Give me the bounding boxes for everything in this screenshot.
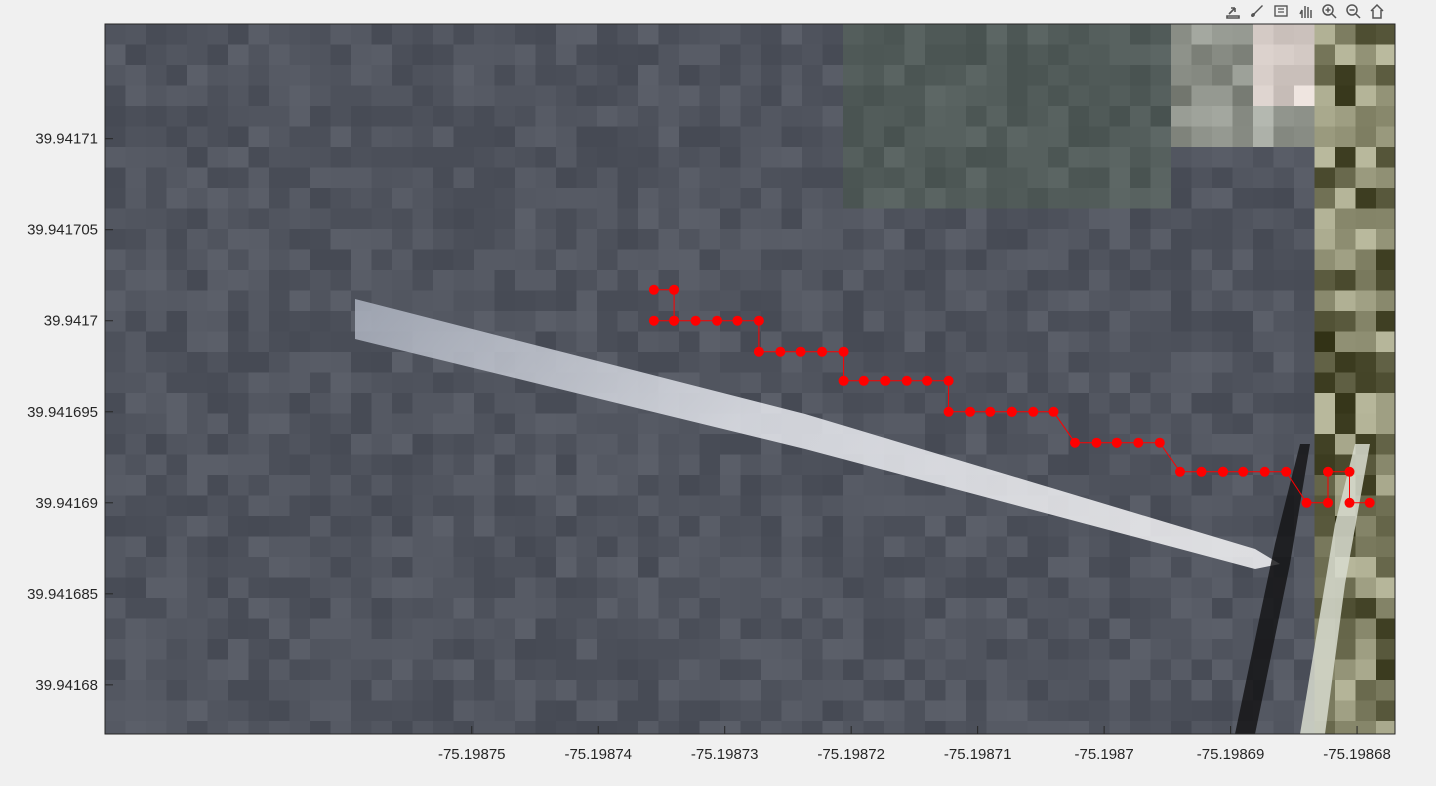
data-point (1301, 497, 1312, 508)
y-axis: 39.94171 39.941705 39.9417 39.941695 39.9416… (27, 131, 113, 694)
y-tick-label: 39.94168 (35, 677, 98, 694)
x-tick-label: -75.19874 (564, 746, 632, 763)
data-point (1238, 466, 1249, 477)
figure-toolbar (1222, 0, 1388, 22)
data-point (985, 406, 996, 417)
zoom-out-icon (1346, 4, 1361, 19)
data-tips-button[interactable] (1270, 0, 1292, 22)
data-point (648, 284, 659, 295)
data-point (943, 375, 954, 386)
data-point (732, 315, 743, 326)
data-point (1070, 437, 1080, 448)
x-axis: -75.19875 -75.19874 -75.19873 -75.19872 -75.… (438, 726, 1391, 763)
y-tick-label: 39.9417 (44, 313, 98, 330)
data-point (1111, 437, 1122, 448)
data-point (1344, 497, 1355, 508)
x-tick-label: -75.19875 (438, 746, 506, 763)
x-tick-label: -75.19868 (1323, 746, 1391, 763)
home-button[interactable] (1366, 0, 1388, 22)
data-point (838, 375, 849, 386)
data-point (1175, 466, 1185, 477)
pan-icon (1299, 6, 1312, 18)
y-tick-label: 39.94169 (35, 495, 98, 512)
x-tick-label: -75.19871 (944, 746, 1012, 763)
data-point (753, 346, 764, 357)
data-point (1259, 466, 1270, 477)
data-point (1091, 437, 1102, 448)
data-point (1006, 406, 1017, 417)
data-point (901, 375, 912, 386)
data-point (712, 315, 723, 326)
y-tick-label: 39.941695 (27, 404, 98, 421)
export-button[interactable] (1222, 0, 1244, 22)
data-point (669, 284, 680, 295)
y-tick-label: 39.94171 (35, 131, 98, 148)
zoom-out-button[interactable] (1342, 0, 1364, 22)
axes[interactable]: -75.19875 -75.19874 -75.19873 -75.19872 -75.… (27, 23, 1397, 763)
data-point (858, 375, 869, 386)
pan-button[interactable] (1294, 0, 1316, 22)
data-point (1133, 437, 1144, 448)
plot-area (648, 284, 1375, 508)
data-point (1364, 497, 1375, 508)
data-point (1048, 406, 1059, 417)
x-tick-label: -75.19872 (817, 746, 885, 763)
data-point (753, 315, 764, 326)
data-point (1196, 466, 1207, 477)
data-point (1154, 437, 1165, 448)
data-point (648, 315, 659, 326)
home-icon (1370, 3, 1384, 19)
data-point (965, 406, 976, 417)
y-tick-label: 39.941705 (27, 222, 98, 239)
y-tick-label: 39.941685 (27, 586, 98, 603)
data-point (1028, 406, 1039, 417)
data-point (795, 346, 806, 357)
satellite-image (105, 24, 1395, 734)
data-point (1218, 466, 1228, 477)
data-point (943, 406, 954, 417)
data-point (817, 346, 828, 357)
export-icon (1226, 7, 1240, 19)
data-point (838, 346, 849, 357)
data-point (669, 315, 680, 326)
data-point (1344, 466, 1355, 477)
data-tips-icon (1274, 5, 1288, 17)
data-point (1323, 466, 1333, 477)
zoom-in-icon (1322, 4, 1337, 19)
brush-button[interactable] (1246, 0, 1268, 22)
data-point (775, 346, 786, 357)
data-point (1281, 466, 1292, 477)
data-point (690, 315, 701, 326)
x-tick-label: -75.19869 (1197, 746, 1265, 763)
brush-icon (1251, 5, 1263, 17)
x-tick-label: -75.1987 (1075, 746, 1134, 763)
data-point (1323, 497, 1333, 508)
data-point (880, 375, 891, 386)
zoom-in-button[interactable] (1318, 0, 1340, 22)
data-point (922, 375, 933, 386)
x-tick-label: -75.19873 (691, 746, 759, 763)
axes-box (104, 23, 1396, 735)
